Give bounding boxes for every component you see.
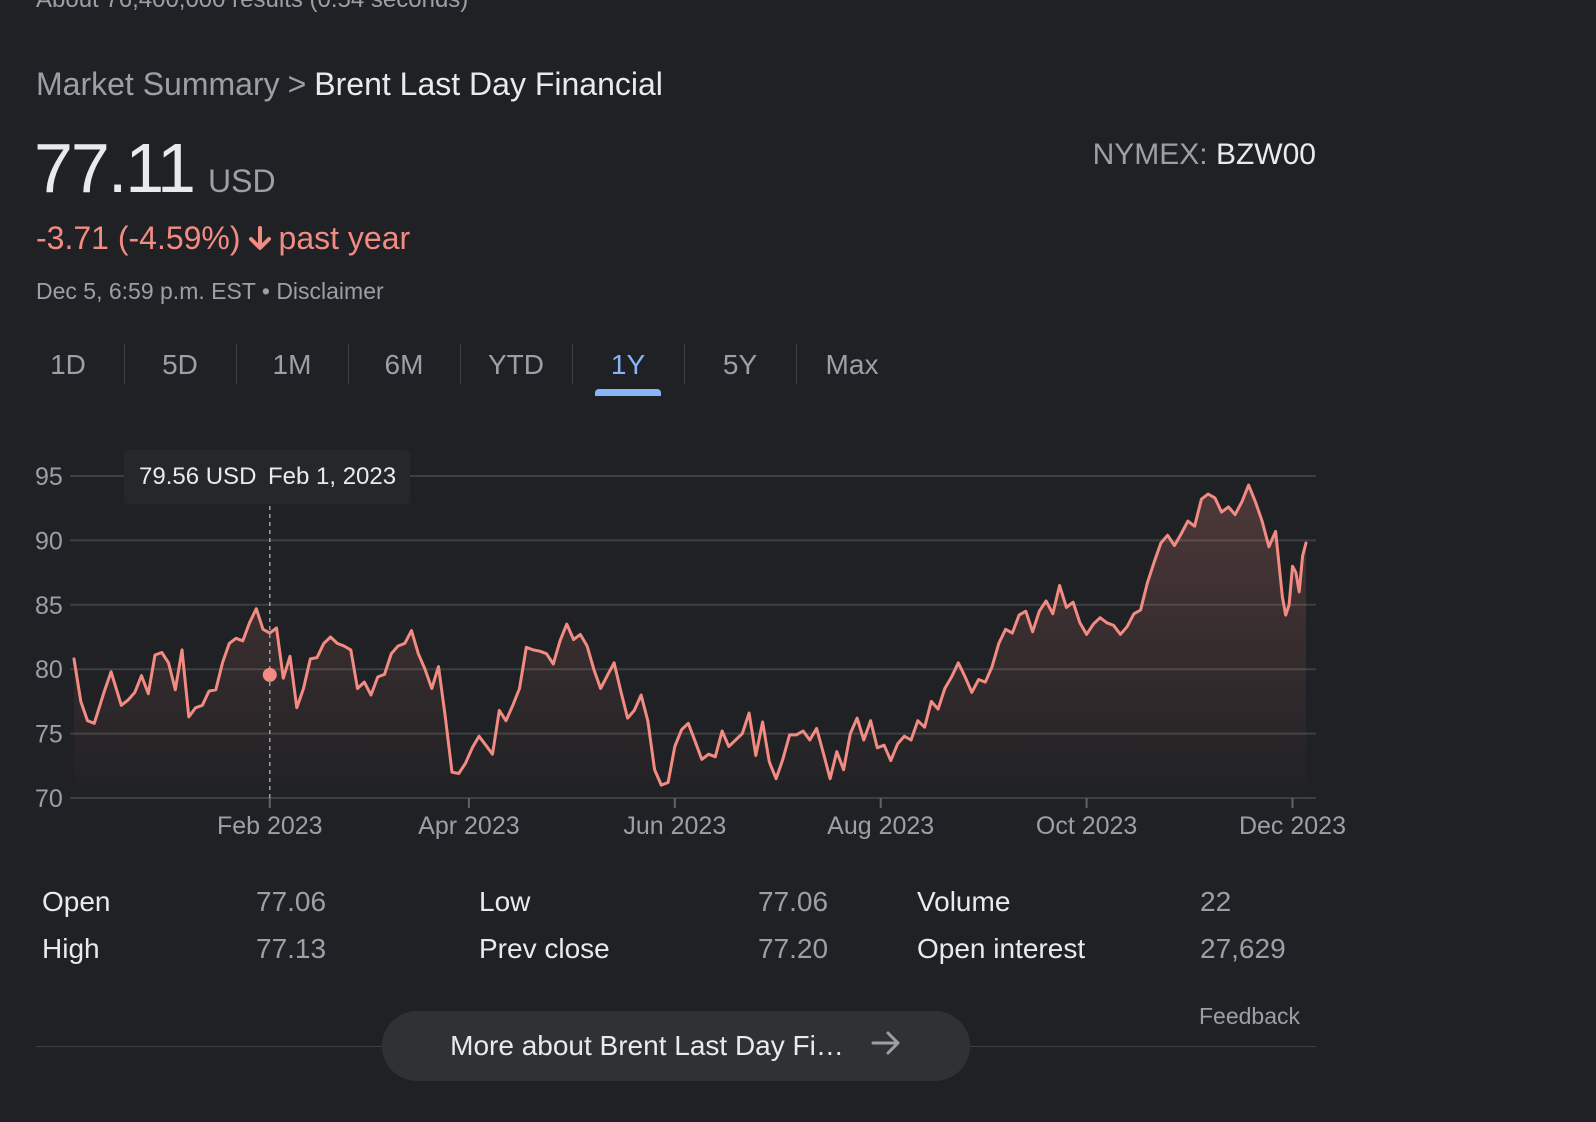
- stat-value-prev-close: 77.20: [758, 933, 829, 964]
- tab-1m[interactable]: 1M: [236, 340, 348, 390]
- price-chart[interactable]: 95 90 85 80 75 70 Feb 2023 Apr 2023 Jun 2023 Aug …: [0, 440, 1380, 850]
- x-tick-label: Jun 2023: [623, 812, 726, 840]
- breadcrumb-market-summary[interactable]: Market Summary: [36, 66, 280, 102]
- tooltip-value: 79.56 USD: [139, 463, 256, 490]
- x-tick-label: Aug 2023: [827, 812, 934, 840]
- change-value: -3.71 (-4.59%): [36, 220, 241, 256]
- stat-label-open-interest: Open interest: [917, 933, 1086, 964]
- exchange-label: NYMEX:: [1092, 138, 1208, 171]
- price-area: [74, 485, 1306, 798]
- time-range-tabs: 1D 5D 1M 6M YTD 1Y 5Y Max: [12, 340, 908, 396]
- exchange-symbol: NYMEX: BZW00: [1093, 138, 1316, 172]
- tab-1y[interactable]: 1Y: [572, 340, 684, 396]
- tooltip-date: Feb 1, 2023: [268, 463, 396, 490]
- breadcrumb-separator: >: [287, 66, 307, 102]
- y-tick-label: 95: [35, 463, 63, 491]
- arrow-right-icon: [870, 1030, 902, 1063]
- currency-label: USD: [207, 163, 276, 199]
- timestamp-separator: •: [261, 278, 270, 304]
- feedback-link[interactable]: Feedback: [1198, 1003, 1300, 1029]
- price-change: -3.71 (-4.59%) past year: [36, 220, 410, 257]
- price-row: 77.11 USD: [34, 128, 276, 208]
- current-price: 77.11: [34, 129, 196, 207]
- y-tick-label: 80: [35, 656, 63, 684]
- stat-label-high: High: [42, 933, 100, 964]
- quote-timestamp: Dec 5, 6:59 p.m. EST • Disclaimer: [36, 278, 384, 305]
- arrow-down-icon: [247, 225, 273, 253]
- change-period: past year: [278, 220, 411, 256]
- stat-value-volume: 22: [1200, 886, 1232, 917]
- page-title: Brent Last Day Financial: [314, 66, 663, 102]
- tab-5d[interactable]: 5D: [124, 340, 236, 390]
- x-tick-label: Dec 2023: [1239, 812, 1346, 840]
- x-tick-label: Oct 2023: [1036, 812, 1137, 840]
- y-tick-label: 90: [35, 527, 63, 555]
- stat-label-low: Low: [479, 886, 531, 917]
- x-tick-label: Feb 2023: [217, 812, 323, 840]
- more-about-label: More about Brent Last Day Fi…: [450, 1030, 844, 1061]
- tab-ytd[interactable]: YTD: [460, 340, 572, 390]
- disclaimer-link[interactable]: Disclaimer: [276, 278, 384, 304]
- more-about-button[interactable]: More about Brent Last Day Fi…: [382, 1011, 970, 1081]
- tab-1d[interactable]: 1D: [50, 349, 86, 380]
- y-tick-label: 85: [35, 592, 63, 620]
- tab-6m[interactable]: 6M: [348, 340, 460, 390]
- y-tick-label: 70: [35, 785, 63, 813]
- tab-max[interactable]: Max: [796, 340, 908, 390]
- stat-label-open: Open: [42, 886, 111, 917]
- stat-label-volume: Volume: [917, 886, 1011, 917]
- y-tick-label: 75: [35, 721, 63, 749]
- stat-value-low: 77.06: [758, 886, 829, 917]
- x-tick-label: Apr 2023: [418, 812, 519, 840]
- price-line: [72, 483, 1308, 787]
- stat-value-high: 77.13: [256, 933, 327, 964]
- stat-value-open: 77.06: [256, 886, 327, 917]
- breadcrumb: Market Summary > Brent Last Day Financial: [36, 66, 663, 103]
- ticker-symbol: BZW00: [1215, 138, 1316, 171]
- timestamp-text: Dec 5, 6:59 p.m. EST: [36, 278, 256, 304]
- tab-5y[interactable]: 5Y: [684, 340, 796, 390]
- results-count: About 76,400,000 results (0.54 seconds): [36, 0, 468, 14]
- stat-value-open-interest: 27,629: [1200, 933, 1286, 964]
- stat-label-prev-close: Prev close: [479, 933, 610, 964]
- tooltip-box: [124, 450, 410, 504]
- hover-point: [262, 667, 277, 682]
